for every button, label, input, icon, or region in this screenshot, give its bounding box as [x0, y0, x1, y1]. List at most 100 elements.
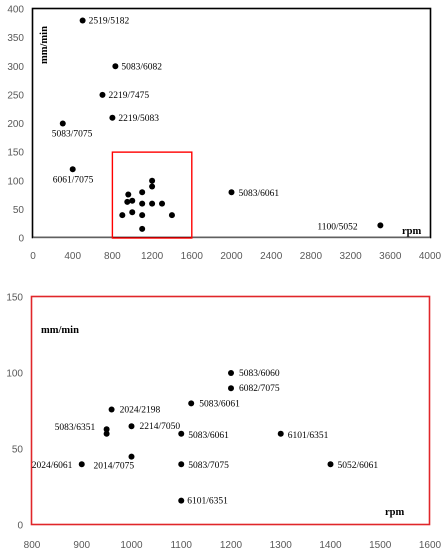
- overview-plot-frame: [31, 7, 432, 239]
- y-tick-label: 150: [6, 293, 23, 304]
- overview-y-axis-label: mm/min: [39, 26, 50, 64]
- data-point: [327, 461, 334, 468]
- data-label: 2219/5083: [118, 114, 159, 124]
- data-point: [277, 430, 284, 437]
- data-point: [108, 406, 115, 413]
- data-point: [99, 91, 106, 98]
- data-point: [178, 430, 185, 437]
- data-label: 5083/7075: [188, 461, 229, 471]
- data-point: [112, 63, 119, 70]
- data-point: [129, 197, 136, 204]
- data-label: 1100/5052: [317, 222, 358, 232]
- overview-x-axis-label: rpm: [402, 226, 422, 237]
- data-label: 2519/5182: [89, 16, 130, 26]
- data-label: 5083/6082: [121, 62, 162, 72]
- data-label: 6082/7075: [239, 384, 280, 394]
- data-point: [139, 200, 146, 207]
- x-tick-label: 0: [30, 251, 36, 262]
- data-point: [103, 426, 110, 433]
- y-tick-label: 50: [12, 445, 24, 456]
- zoomed-x-axis-label: rpm: [385, 507, 405, 518]
- y-tick-label: 100: [7, 176, 24, 187]
- data-point: [103, 430, 110, 437]
- x-tick-label: 800: [24, 540, 41, 550]
- zoom-highlight-box: [111, 151, 193, 239]
- x-tick-label: 1200: [141, 251, 164, 262]
- y-tick-label: 400: [7, 5, 24, 16]
- data-label: 5083/6060: [239, 369, 280, 379]
- data-point: [79, 17, 86, 24]
- x-tick-label: 2400: [260, 251, 283, 262]
- data-label: 5083/6061: [199, 399, 240, 409]
- y-tick-label: 200: [7, 119, 24, 130]
- data-point: [168, 212, 175, 219]
- data-point: [228, 370, 234, 376]
- overview-chart: 0 400 800 1200 1600 2000 2400 2800 3200 3600 4000 …: [7, 5, 441, 263]
- data-point: [139, 189, 146, 196]
- data-point: [128, 453, 135, 460]
- x-tick-label: 4000: [419, 251, 442, 262]
- data-label: 6101/6351: [288, 431, 329, 441]
- x-tick-label: 1100: [170, 540, 192, 550]
- zoomed-y-axis-label: mm/min: [41, 325, 79, 336]
- y-tick-label: 250: [7, 90, 24, 101]
- data-label: 2214/7050: [140, 422, 181, 432]
- data-point: [78, 461, 85, 468]
- data-point: [109, 114, 116, 121]
- x-tick-label: 800: [104, 251, 121, 262]
- y-tick-label: 0: [18, 234, 24, 245]
- data-point: [59, 120, 66, 127]
- x-tick-label: 1600: [419, 540, 442, 550]
- data-point: [178, 461, 185, 468]
- x-tick-label: 900: [73, 540, 90, 550]
- x-tick-label: 1300: [270, 540, 293, 550]
- y-tick-label: 100: [6, 369, 23, 380]
- x-tick-label: 400: [64, 251, 81, 262]
- data-label: 5083/6061: [239, 189, 280, 199]
- data-point: [149, 177, 156, 184]
- data-label: 6101/6351: [187, 497, 228, 507]
- y-tick-label: 350: [7, 33, 24, 44]
- x-tick-label: 1500: [369, 540, 392, 550]
- data-label: 5083/6061: [188, 431, 229, 441]
- data-label: 2219/7475: [108, 91, 149, 101]
- data-label: 5083/7075: [52, 130, 93, 140]
- data-point: [119, 212, 126, 219]
- data-point: [149, 200, 156, 207]
- data-point: [178, 497, 185, 504]
- zoomed-plot-frame: [30, 295, 431, 526]
- x-tick-label: 1600: [181, 251, 204, 262]
- data-label: 2024/6061: [32, 461, 73, 471]
- data-point: [139, 212, 146, 219]
- data-point: [149, 183, 156, 190]
- data-label: 6061/7075: [53, 175, 94, 185]
- data-point: [188, 400, 195, 407]
- x-tick-label: 1200: [220, 540, 243, 550]
- y-tick-label: 50: [13, 205, 25, 216]
- data-point: [125, 191, 132, 198]
- zoomed-chart: 800 900 1000 1100 1200 1300 1400 1500 1600 0 50 10…: [6, 293, 441, 550]
- data-label: 5083/6351: [55, 423, 96, 433]
- data-point: [69, 166, 76, 173]
- y-tick-label: 300: [7, 62, 24, 73]
- data-point: [377, 222, 384, 229]
- data-label: 2024/2198: [120, 405, 161, 415]
- x-tick-label: 3600: [379, 251, 402, 262]
- x-tick-label: 2800: [300, 251, 323, 262]
- data-point: [228, 385, 234, 392]
- y-tick-label: 150: [7, 148, 24, 159]
- x-tick-label: 3200: [339, 251, 362, 262]
- data-point: [129, 209, 136, 216]
- data-point: [139, 225, 146, 232]
- data-point: [159, 200, 166, 207]
- data-point: [128, 423, 135, 430]
- data-label: 2014/7075: [94, 462, 135, 472]
- y-tick-label: 0: [17, 521, 23, 532]
- x-tick-label: 1400: [319, 540, 342, 550]
- data-point: [124, 198, 131, 205]
- x-tick-label: 1000: [120, 540, 143, 550]
- data-point: [228, 189, 235, 196]
- data-label: 5052/6061: [338, 461, 379, 471]
- x-tick-label: 2000: [220, 251, 243, 262]
